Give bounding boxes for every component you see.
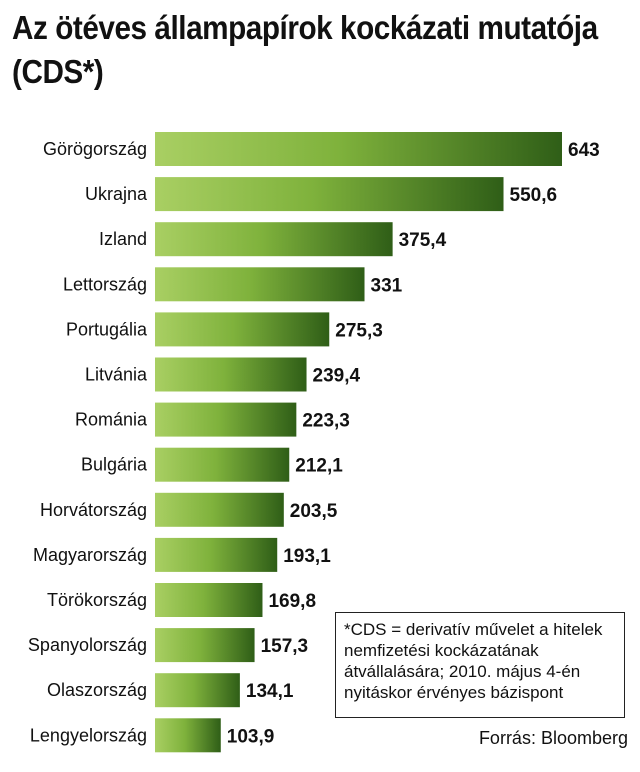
category-label: Lengyelország <box>30 725 147 745</box>
value-label: 157,3 <box>261 636 309 657</box>
chart-title-line2: (CDS*) <box>12 53 104 90</box>
value-label: 643 <box>568 140 600 161</box>
value-label: 239,4 <box>313 366 361 387</box>
source-label: Forrás: Bloomberg <box>478 728 628 748</box>
category-label: Portugália <box>66 319 148 339</box>
value-label: 375,4 <box>399 230 447 251</box>
chart-title-line1: Az ötéves állampapírok kockázati mutatój… <box>12 9 598 46</box>
category-label: Románia <box>75 410 148 430</box>
value-label: 275,3 <box>335 320 383 341</box>
bar <box>155 583 263 617</box>
chart-title: Az ötéves állampapírok kockázati mutatój… <box>12 6 598 94</box>
value-label: 193,1 <box>283 546 331 567</box>
category-label: Bulgária <box>81 455 148 475</box>
value-label: 134,1 <box>246 681 294 702</box>
bar <box>155 222 393 257</box>
category-label: Spanyolország <box>28 635 147 655</box>
bar <box>155 537 278 572</box>
category-label: Izland <box>99 229 147 249</box>
category-label: Olaszország <box>47 680 147 700</box>
value-label: 203,5 <box>290 501 338 522</box>
category-label: Görögország <box>43 139 147 159</box>
category-label: Lettország <box>63 274 147 294</box>
category-label: Litvánia <box>85 365 148 385</box>
value-label: 103,9 <box>227 726 275 747</box>
bar <box>155 718 221 753</box>
value-label: 223,3 <box>302 411 350 432</box>
bar <box>155 177 504 212</box>
bar-chart: Görögország 643 Ukrajna 550,6 Izland 375,4 Let… <box>28 132 600 753</box>
bar <box>155 402 297 437</box>
bar <box>155 357 307 392</box>
bar <box>155 132 562 166</box>
bars-group: Görögország 643 Ukrajna 550,6 Izland 375,4 Let… <box>28 132 600 753</box>
bar <box>155 673 240 708</box>
bar <box>155 267 365 302</box>
category-label: Horvátország <box>40 500 147 520</box>
footnote-box: *CDS = derivatív művelet a hitelek nemfi… <box>335 612 625 718</box>
value-label: 169,8 <box>268 591 316 612</box>
bar <box>155 628 255 663</box>
category-label: Törökország <box>47 590 147 610</box>
value-label: 550,6 <box>510 185 558 206</box>
value-label: 331 <box>371 275 403 296</box>
bar <box>155 492 284 527</box>
bar <box>155 447 290 482</box>
category-label: Magyarország <box>33 545 147 565</box>
category-label: Ukrajna <box>85 184 148 204</box>
bar <box>155 312 330 347</box>
value-label: 212,1 <box>295 456 343 477</box>
